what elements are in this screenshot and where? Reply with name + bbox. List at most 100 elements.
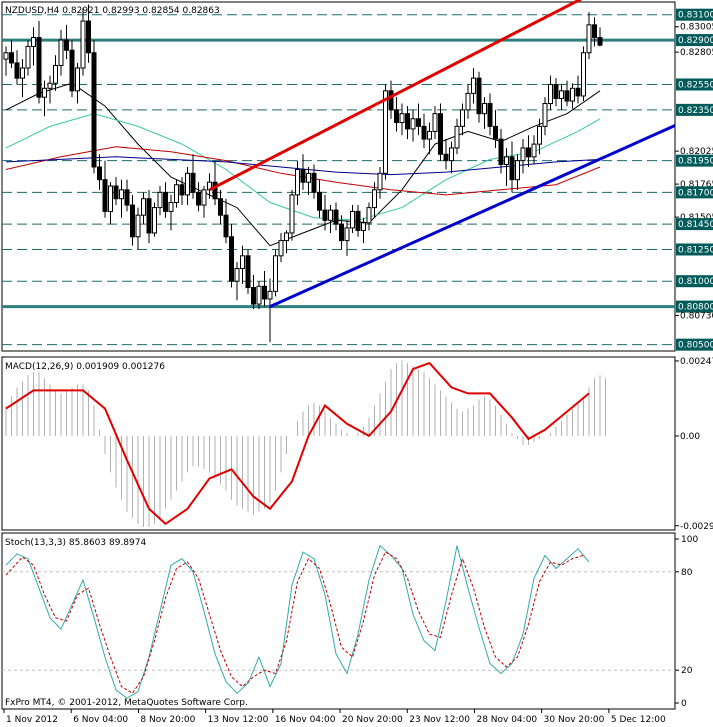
candle-body: [168, 202, 174, 212]
candle-body: [476, 77, 482, 115]
time-tick-label: 6 Nov 04:00: [73, 715, 128, 725]
price-tick-label: 0.81000: [678, 277, 713, 287]
price-label-bg: [676, 186, 713, 199]
price-label-bg: [676, 243, 713, 256]
candle-body: [399, 113, 405, 124]
candle-body: [273, 255, 278, 292]
time-tick-label: 16 Nov 04:00: [275, 715, 336, 725]
candle-body: [394, 109, 399, 124]
candle-body: [157, 191, 163, 209]
price-label-bg: [676, 218, 713, 231]
price-tick-label: 0.83005: [680, 23, 713, 33]
candle-body: [515, 160, 520, 181]
stoch-tick-label: 100: [681, 535, 698, 545]
macd-tick-label: 0.00: [680, 432, 700, 442]
candle-body: [471, 77, 476, 94]
macd-tick-label: -0.00296: [680, 522, 713, 532]
candle-body: [146, 198, 152, 234]
stoch-axis: 100 80 20 0: [675, 535, 698, 709]
candle-body: [201, 189, 207, 206]
candle-body: [86, 20, 91, 54]
price-label-bg: [676, 154, 713, 167]
price-panel-frame: [1, 1, 676, 352]
stoch-panel-title: Stoch(13,3,3) 85.8603 89.8974: [5, 538, 146, 548]
candle-body: [25, 45, 31, 69]
candle-body: [520, 147, 526, 162]
candle-body: [317, 191, 322, 211]
candle-body: [190, 172, 196, 193]
candle-body: [91, 52, 97, 168]
stoch-tick-label: 0: [681, 699, 687, 709]
price-label-bg: [676, 78, 713, 91]
price-label-bg: [676, 275, 713, 288]
price-label-bg: [676, 338, 713, 351]
candle-body: [262, 285, 267, 300]
price-tick-label: 0.82350: [678, 106, 713, 116]
candle-body: [487, 103, 493, 127]
candle-body: [570, 87, 575, 102]
candle-body: [322, 209, 328, 221]
candle-body: [80, 20, 86, 69]
candle-body: [229, 236, 234, 282]
price-tick-label: 0.81765: [680, 180, 713, 190]
price-tick-label: 0.82805: [680, 48, 713, 58]
macd-panel: 0.00247 0.00 -0.00296 MACD(12,26,9) 0.0019…: [1, 356, 713, 532]
candle-body: [212, 181, 218, 200]
candle-body: [223, 214, 229, 238]
price-label-bg: [676, 103, 713, 116]
candle-body: [350, 210, 355, 229]
time-tick-label: 20 Nov 20:00: [342, 715, 403, 725]
candle-body: [284, 232, 289, 242]
candle-body: [410, 118, 416, 130]
candle-body: [537, 125, 542, 145]
candle-body: [443, 153, 449, 162]
stoch-main-line: [5, 544, 590, 699]
candle-body: [498, 138, 504, 165]
candle-body: [449, 147, 454, 162]
candle-body: [526, 147, 531, 158]
candle-body: [135, 214, 141, 238]
time-tick-label: 1 Nov 2012: [6, 715, 58, 725]
candle-body: [53, 64, 58, 84]
candle-body: [141, 198, 146, 216]
candle-body: [3, 52, 9, 60]
candle-body: [69, 49, 75, 92]
candle-body: [586, 24, 592, 54]
candle-body: [102, 179, 108, 212]
price-label-bg: [676, 8, 713, 21]
candle-body: [361, 222, 366, 231]
candle-body: [339, 223, 344, 242]
candle-body: [372, 189, 377, 209]
time-tick-label: 5 Dec 12:00: [611, 715, 666, 725]
candle-body: [421, 125, 427, 140]
macd-signal-path: [5, 361, 590, 526]
candle-body: [278, 240, 284, 257]
candle-body: [218, 198, 223, 216]
time-tick-label: 30 Nov 20:00: [544, 715, 605, 725]
price-tick-label: 0.81250: [678, 245, 713, 255]
candle-body: [42, 87, 47, 98]
macd-panel-title: MACD(12,26,9) 0.001909 0.001276: [5, 362, 165, 372]
time-tick-label: 13 Nov 12:00: [208, 715, 269, 725]
candle-body: [405, 113, 410, 130]
candle-body: [454, 125, 460, 149]
stoch-lines: [2, 544, 675, 699]
price-panel-title: NZDUSD,H4 0.82921 0.82993 0.82854 0.8286…: [5, 6, 220, 16]
candle-body: [548, 83, 553, 105]
candle-body: [377, 172, 383, 191]
macd-tick-label: 0.00247: [680, 357, 713, 367]
candle-body: [542, 103, 548, 127]
stoch-panel-frame: [1, 532, 676, 710]
time-tick-label: 28 Nov 04:00: [476, 715, 537, 725]
watermark: FxPro MT4, © 2001-2012, MetaQuotes Softw…: [5, 698, 248, 708]
candle-body: [438, 113, 443, 155]
candle-body: [256, 285, 262, 305]
candle-body: [482, 103, 487, 115]
candle-body: [295, 169, 300, 196]
candle-body: [36, 37, 42, 98]
candle-body: [465, 92, 471, 111]
candle-body: [163, 191, 168, 212]
candle-body: [97, 166, 102, 181]
